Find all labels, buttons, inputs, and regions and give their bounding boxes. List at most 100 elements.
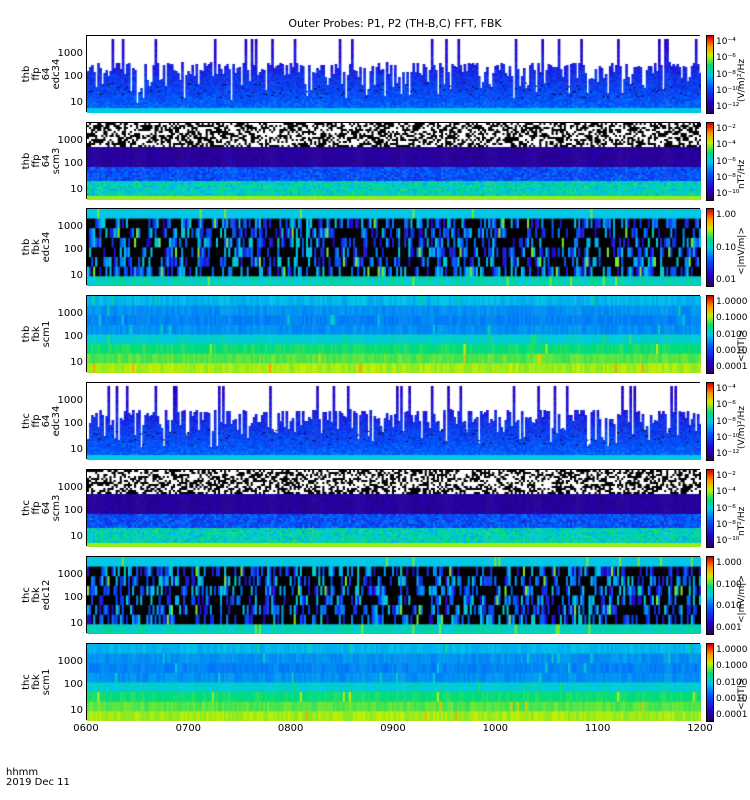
spectrogram-image (87, 557, 701, 634)
colorbar-unit-label: <|nT|> (737, 677, 747, 710)
plot-title: Outer Probes: P1, P2 (TH-B,C) FFT, FBK (288, 17, 502, 30)
y-tick-label: 10 (70, 530, 83, 542)
y-tick-label: 100 (63, 244, 83, 256)
spectrogram-panel (86, 643, 701, 721)
colorbar-tick-label: 0.0001 (716, 362, 748, 372)
x-tick-label: 0800 (277, 723, 304, 734)
colorbar-tick-label: 0.0010 (716, 693, 748, 704)
colorbar (706, 469, 714, 548)
x-tick-label: 1100 (584, 723, 611, 734)
y-tick-label: 100 (63, 331, 83, 343)
panel-ylabel: thb fbk edc34 (21, 219, 52, 275)
colorbar-tick-label: 1.00 (716, 210, 737, 220)
spectrogram-panel (86, 122, 701, 200)
colorbar-tick-label: 10⁻¹² (716, 449, 740, 459)
spectrogram-image (87, 644, 701, 721)
colorbar-tick-label: 0.010 (716, 601, 742, 612)
colorbar-unit-label: <|nT|> (737, 329, 747, 362)
panel-ylabel: thc fbk edc12 (21, 567, 52, 623)
colorbar-tick-label: 10⁻¹⁰ (716, 432, 740, 443)
x-tick-label: 0600 (73, 723, 99, 734)
colorbar-tick-label: 10⁻⁴ (716, 487, 736, 498)
x-tick-label: 1200 (687, 723, 713, 734)
time-axis-unit: hhmm (6, 767, 39, 778)
panel-ylabel-line: scm1 (41, 668, 52, 695)
spectrogram-image (87, 36, 701, 113)
y-tick-label: 10 (70, 443, 83, 455)
colorbar-tick-label: 10⁻⁶ (716, 400, 736, 411)
colorbar-tick-label: 0.0001 (716, 710, 748, 720)
colorbar-tick-label: 0.0010 (716, 345, 748, 356)
y-tick-label: 1000 (57, 482, 83, 494)
colorbar-tick-label: 0.01 (716, 275, 737, 285)
date-label: 2019 Dec 11 (6, 777, 70, 788)
colorbar-tick-label: 10⁻² (716, 124, 736, 134)
x-tick-label: 0700 (175, 723, 202, 734)
colorbar-tick-label: 10⁻⁸ (716, 172, 736, 183)
spectrogram-image (87, 383, 701, 460)
colorbar (706, 122, 714, 201)
colorbar-tick-label: 10⁻² (716, 471, 736, 481)
colorbar (706, 382, 714, 461)
spectrogram-panel (86, 469, 701, 547)
colorbar-tick-label: 0.0100 (716, 677, 748, 688)
x-tick-label: 1000 (482, 723, 509, 734)
spectrogram-image (87, 296, 701, 373)
colorbar-unit-label: (V/m)²/Hz (737, 58, 747, 102)
colorbar-tick-label: 10⁻¹⁰ (716, 85, 740, 96)
colorbar (706, 556, 714, 635)
colorbar-unit-label: (V/m)²/Hz (737, 405, 747, 449)
colorbar-tick-label: 10⁻¹⁰ (716, 536, 740, 546)
colorbar-unit-label: nT²/Hz (737, 506, 747, 536)
colorbar-tick-label: 10⁻⁶ (716, 53, 736, 64)
colorbar-tick-label: 10⁻⁸ (716, 519, 736, 530)
spectrogram-panel (86, 208, 701, 286)
spectrogram-image (87, 470, 701, 547)
y-tick-label: 100 (63, 679, 83, 691)
colorbar-tick-label: 1.0000 (716, 297, 748, 307)
x-tick-label: 0900 (380, 723, 406, 734)
y-tick-label: 10 (70, 269, 83, 281)
y-tick-label: 100 (63, 592, 83, 604)
colorbar-tick-label: 10⁻⁸ (716, 416, 736, 427)
y-tick-label: 100 (63, 418, 83, 430)
panel-ylabel: thb fbk scm1 (21, 306, 52, 362)
colorbar-tick-label: 10⁻¹² (716, 102, 740, 112)
colorbar-tick-label: 10⁻⁴ (716, 140, 736, 151)
colorbar-tick-label: 10⁻⁴ (716, 37, 736, 47)
y-tick-label: 10 (70, 617, 83, 629)
spectrogram-panel (86, 382, 701, 460)
y-tick-label: 100 (63, 71, 83, 83)
colorbar-tick-label: 10⁻¹⁰ (716, 189, 740, 199)
y-tick-label: 100 (63, 505, 83, 517)
y-tick-label: 1000 (57, 135, 83, 147)
colorbar-tick-label: 1.000 (716, 558, 742, 568)
panel-ylabel-line: edc12 (41, 579, 52, 610)
spectrogram-panel (86, 556, 701, 634)
colorbar-tick-label: 0.100 (716, 579, 742, 590)
y-tick-label: 1000 (57, 569, 83, 581)
panel-ylabel: thc fbk scm1 (21, 654, 52, 710)
panel-ylabel-line: edc34 (41, 231, 52, 262)
colorbar-tick-label: 10⁻⁸ (716, 69, 736, 80)
colorbar-unit-label: <|mV/m|> (737, 575, 747, 623)
y-tick-label: 10 (70, 96, 83, 108)
colorbar (706, 35, 714, 114)
colorbar-tick-label: 10⁻⁶ (716, 156, 736, 167)
colorbar (706, 208, 714, 287)
panel-ylabel-line: scm1 (41, 320, 52, 347)
colorbar-unit-label: nT²/Hz (737, 159, 747, 189)
colorbar-tick-label: 10⁻⁶ (716, 503, 736, 514)
colorbar-tick-label: 0.10 (716, 242, 737, 253)
y-tick-label: 100 (63, 158, 83, 170)
colorbar (706, 643, 714, 722)
colorbar-unit-label: <|mV/m|> (737, 227, 747, 275)
y-tick-label: 1000 (57, 48, 83, 60)
colorbar-tick-label: 0.1000 (716, 661, 748, 672)
colorbar-tick-label: 0.1000 (716, 313, 748, 324)
y-tick-label: 10 (70, 183, 83, 195)
y-tick-label: 10 (70, 356, 83, 368)
spectrogram-panel (86, 35, 701, 113)
y-tick-label: 1000 (57, 656, 83, 668)
y-tick-label: 1000 (57, 395, 83, 407)
